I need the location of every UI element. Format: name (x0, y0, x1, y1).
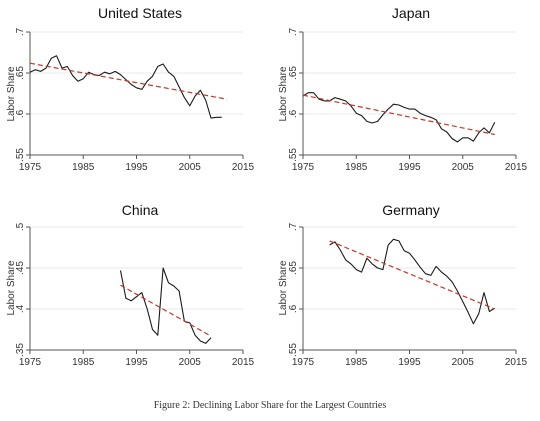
y-tick-label: .45 (15, 261, 26, 275)
trend-line (29, 62, 228, 100)
trend-line (329, 240, 495, 310)
y-tick-label: .7 (288, 222, 299, 231)
x-tick-label: 2015 (505, 357, 528, 368)
y-tick-label: .65 (288, 261, 299, 275)
x-tick-label: 2015 (232, 357, 255, 368)
x-tick-label: 1995 (125, 357, 148, 368)
y-axis-label: Labor Share (6, 66, 17, 121)
x-tick-label: 1975 (292, 162, 315, 173)
panel-1: 1975 1985 1995 2005 2015 .55 .6 .65 .7 Japan Labor… (278, 5, 528, 173)
y-tick-label: .6 (288, 109, 299, 118)
trend-line (302, 94, 495, 136)
y-tick-label: .7 (288, 27, 299, 36)
x-tick-label: 2005 (179, 357, 202, 368)
trend-line (120, 284, 212, 337)
labor-share-line (119, 267, 212, 344)
y-tick-label: .55 (288, 343, 299, 357)
panel-title: Germany (382, 202, 440, 218)
labor-share-line (329, 238, 495, 325)
x-tick-label: 1995 (398, 357, 421, 368)
x-tick-label: 2005 (179, 162, 202, 173)
y-tick-label: .55 (15, 148, 26, 162)
x-tick-label: 2005 (452, 357, 475, 368)
labor-share-line (29, 55, 222, 119)
y-tick-label: .55 (288, 148, 299, 162)
y-axis-label: Labor Share (278, 260, 289, 315)
y-tick-label: .6 (288, 304, 299, 313)
x-tick-label: 1995 (125, 162, 148, 173)
figure-caption: Figure 2: Declining Labor Share for the … (153, 400, 387, 411)
y-axis-label: Labor Share (6, 260, 17, 315)
y-tick-label: .65 (288, 66, 299, 80)
y-tick-label: .65 (15, 66, 26, 80)
x-tick-label: 1985 (72, 162, 95, 173)
panel-3: 1975 1985 1995 2005 2015 .55 .6 .65 .7 Germany Lab… (278, 202, 528, 368)
x-tick-label: 1975 (292, 357, 315, 368)
x-tick-label: 1995 (398, 162, 421, 173)
labor-share-line (302, 92, 496, 143)
panel-title: China (122, 202, 159, 218)
panel-title: Japan (392, 5, 430, 21)
x-tick-label: 1985 (345, 357, 368, 368)
x-tick-label: 1975 (19, 162, 42, 173)
y-axis-label: Labor Share (278, 66, 289, 121)
x-tick-label: 1985 (72, 357, 95, 368)
panel-2: 1975 1985 1995 2005 2015 .35 .4 .45 .5 China Labor… (6, 202, 255, 368)
y-tick-label: .35 (15, 343, 26, 357)
x-tick-label: 1985 (345, 162, 368, 173)
y-tick-label: .6 (15, 109, 26, 118)
y-tick-label: .7 (15, 27, 26, 36)
y-tick-label: .4 (15, 304, 26, 313)
y-tick-label: .5 (15, 222, 26, 231)
x-tick-label: 2015 (232, 162, 255, 173)
x-tick-label: 2015 (505, 162, 528, 173)
panel-title: United States (98, 5, 182, 21)
x-tick-label: 1975 (19, 357, 42, 368)
x-tick-label: 2005 (452, 162, 475, 173)
panel-0: 1975 1985 1995 2005 2015 .55 .6 .65 .7 United Sta… (6, 5, 255, 173)
